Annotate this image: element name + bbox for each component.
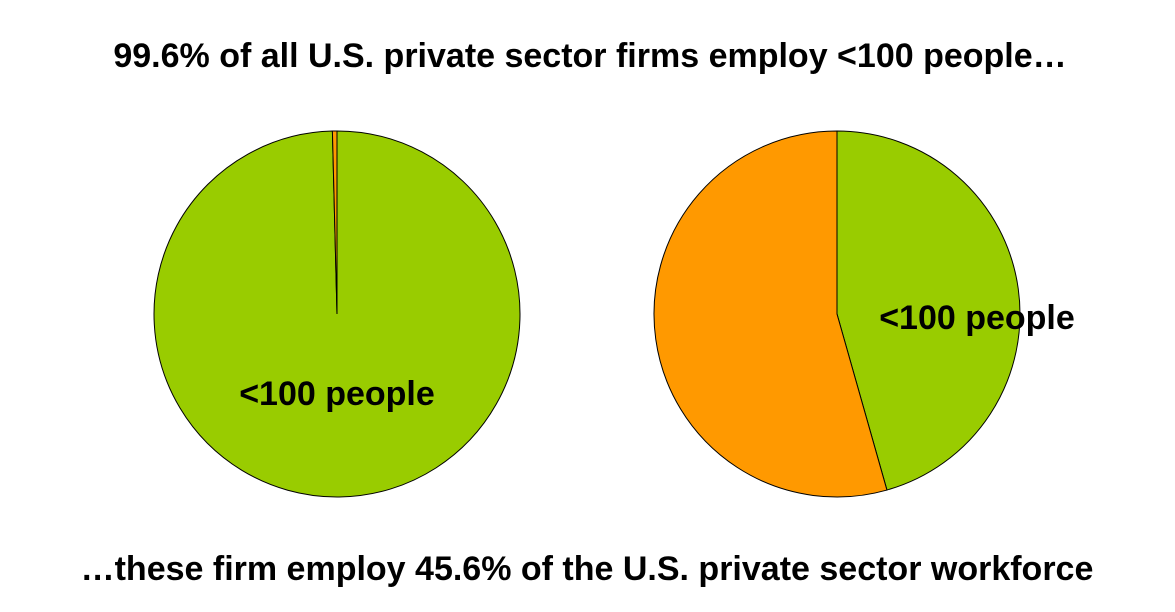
pie-slice xyxy=(653,130,888,498)
slide-caption: …these firm employ 45.6% of the U.S. pri… xyxy=(81,550,1094,588)
pie-slice xyxy=(836,130,1021,491)
slide-title: 99.6% of all U.S. private sector firms e… xyxy=(113,37,1066,75)
slice-label: <100 people xyxy=(879,299,1075,337)
slice-label: <100 people xyxy=(239,375,435,413)
pie-slice xyxy=(331,130,338,315)
